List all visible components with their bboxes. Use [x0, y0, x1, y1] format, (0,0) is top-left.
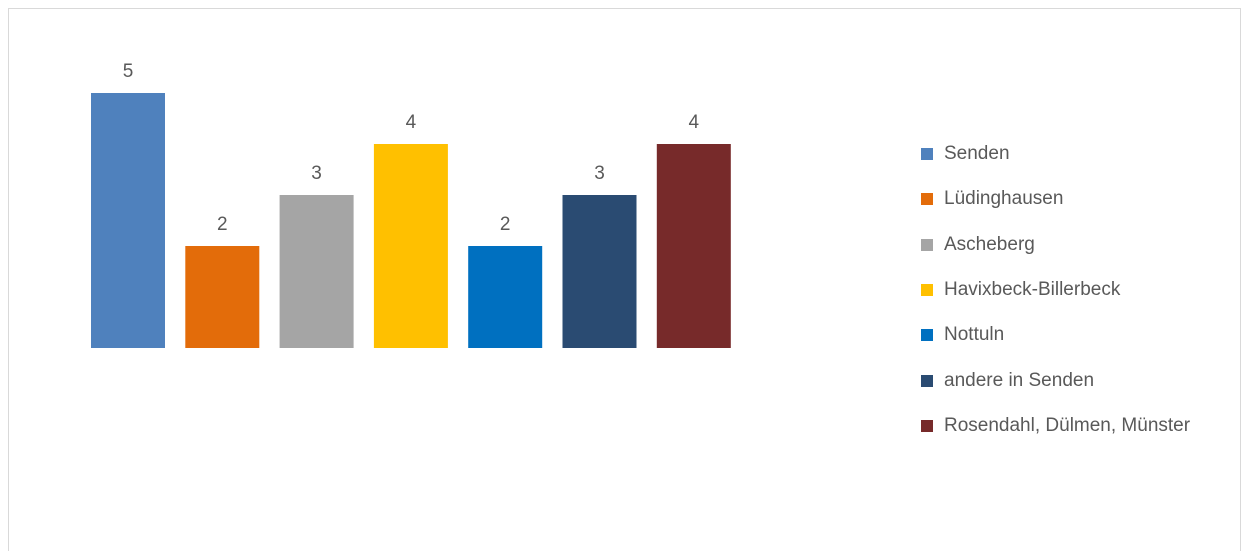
chart-frame: 5 2 3 4 2 3 4 Senden Lüdinghausen Ascheberg Havix… — [8, 8, 1241, 551]
legend-swatch-0 — [921, 148, 933, 160]
legend-label-2: Ascheberg — [944, 233, 1035, 255]
legend-label-3: Havixbeck-Billerbeck — [944, 278, 1121, 300]
data-label-2: 3 — [311, 163, 322, 184]
data-label-6: 4 — [689, 112, 700, 133]
bar-3 — [373, 144, 448, 348]
legend-swatch-4 — [921, 329, 933, 342]
bar-4 — [468, 246, 543, 348]
data-label-5: 3 — [594, 163, 605, 184]
bar-chart: 5 2 3 4 2 3 4 — [91, 61, 731, 348]
legend-swatch-3 — [921, 283, 933, 296]
legend-label-6: Rosendahl, Dülmen, Münster — [944, 414, 1191, 436]
bar-2 — [279, 195, 354, 348]
bar-0 — [91, 93, 165, 348]
legend-label-4: Nottuln — [944, 324, 1005, 346]
legend-label-0: Senden — [944, 143, 1010, 164]
bar-6 — [656, 144, 731, 348]
legend-swatch-1 — [921, 193, 933, 206]
legend-label-1: Lüdinghausen — [944, 188, 1064, 210]
legend-label-5: andere in Senden — [944, 369, 1095, 391]
data-label-3: 4 — [406, 112, 417, 133]
legend-swatch-2 — [921, 238, 933, 251]
data-label-0: 5 — [123, 61, 134, 82]
legend-swatch-5 — [921, 374, 933, 387]
bar-5 — [562, 195, 637, 348]
bar-1 — [185, 246, 260, 348]
data-label-1: 2 — [217, 214, 228, 235]
legend-swatch-6 — [921, 419, 933, 432]
data-label-4: 2 — [500, 214, 511, 235]
